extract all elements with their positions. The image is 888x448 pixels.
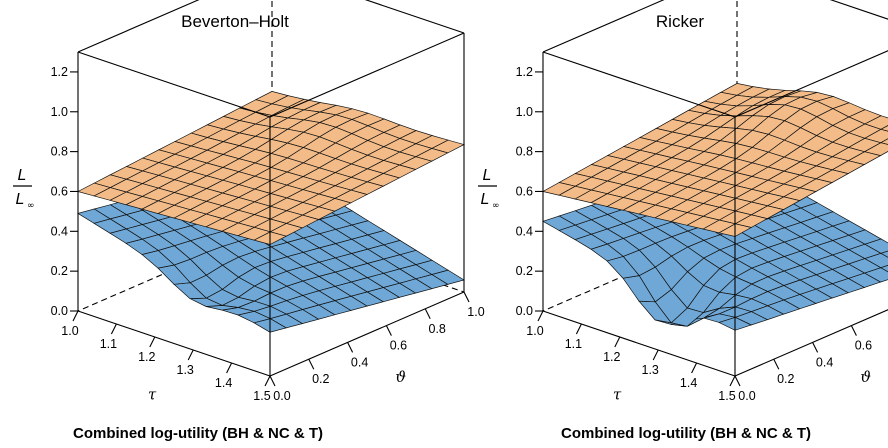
y-tick-label: 0.2	[312, 372, 329, 386]
y-tick-mark	[812, 342, 819, 353]
x-tick-label: 1.5	[718, 389, 735, 403]
x-tick-mark	[614, 336, 621, 348]
x-tick-label: 1.0	[61, 324, 78, 338]
box-front-edge	[77, 310, 271, 377]
y-axis-label: ϑ	[395, 368, 406, 386]
z-label-denominator: L	[481, 191, 490, 208]
x-tick-label: 1.1	[565, 337, 582, 351]
z-tick-label: 0.2	[516, 264, 533, 278]
box-front-edge	[542, 310, 736, 377]
y-tick-mark	[424, 308, 431, 320]
surface-plot: 0.0 0.2 0.4 0.6 0.8 1.0 1.2 1.0 1.1 1.2 1.3 1.4 1.5 τ…	[516, 0, 888, 404]
x-tick-label: 1.5	[253, 389, 270, 403]
box-top-edge	[542, 0, 665, 53]
z-label-subscript: ∞	[492, 201, 500, 211]
x-tick-label: 1.4	[215, 376, 232, 390]
y-tick-mark	[734, 375, 741, 387]
box-top-edge	[364, 0, 465, 34]
x-tick-mark	[729, 375, 736, 387]
x-tick-label: 1.0	[526, 324, 543, 338]
x-tick-mark	[575, 323, 582, 335]
box-top-edge	[542, 51, 736, 118]
z-tick-label: 0.2	[51, 264, 68, 278]
chart-title: Ricker	[656, 12, 705, 31]
y-tick-label: 0.0	[273, 389, 290, 403]
z-tick-label: 0.6	[51, 184, 68, 198]
z-tick-label: 1.0	[51, 105, 68, 119]
chart-caption: Combined log-utility (BH & NC & T)	[73, 425, 323, 442]
z-tick-label: 1.0	[516, 105, 533, 119]
x-axis-label: τ	[148, 386, 157, 404]
x-tick-label: 1.4	[680, 376, 697, 390]
y-tick-label: 0.4	[351, 355, 368, 369]
x-axis-label: τ	[613, 386, 622, 404]
z-tick-label: 0.6	[516, 184, 533, 198]
y-tick-mark	[850, 325, 857, 336]
x-tick-mark	[226, 362, 233, 374]
y-tick-label: 0.0	[738, 389, 755, 403]
x-tick-label: 1.2	[603, 350, 620, 364]
surface-lower-facet	[879, 264, 888, 273]
box-top-edge	[734, 50, 888, 118]
z-axis-label: L L ∞	[478, 167, 500, 211]
y-tick-label: 0.4	[816, 355, 833, 369]
y-tick-label: 1.0	[467, 305, 484, 319]
z-tick-label: 1.2	[51, 65, 68, 79]
y-tick-label: 0.6	[390, 339, 407, 353]
box-top-edge	[269, 32, 465, 118]
x-tick-mark	[652, 349, 659, 361]
surface-upper-facet	[542, 182, 577, 196]
box-top-edge	[77, 0, 200, 53]
x-tick-label: 1.1	[100, 337, 117, 351]
surface-plot: 0.0 0.2 0.4 0.6 0.8 1.0 1.2 1.0 1.1 1.2 1.3 1.4 1.5 τ…	[51, 0, 485, 404]
x-tick-mark	[264, 375, 271, 387]
x-tick-label: 1.2	[138, 350, 155, 364]
surface-lower-facet	[542, 215, 577, 231]
y-tick-mark	[463, 291, 470, 303]
z-tick-label: 0.8	[516, 145, 533, 159]
y-tick-mark	[385, 325, 392, 336]
surface-upper-facet	[879, 125, 888, 132]
box-top-edge	[77, 51, 271, 118]
y-tick-label: 0.2	[777, 372, 794, 386]
x-tick-mark	[691, 362, 698, 374]
x-tick-mark	[72, 310, 79, 322]
x-tick-label: 1.3	[642, 363, 659, 377]
z-tick-label: 0.0	[516, 304, 533, 318]
x-tick-mark	[149, 336, 156, 348]
z-tick-label: 0.4	[51, 224, 68, 238]
z-label-numerator: L	[18, 167, 27, 184]
x-tick-mark	[537, 310, 544, 322]
z-tick-label: 0.8	[51, 145, 68, 159]
z-axis-label: L L ∞	[13, 167, 35, 211]
x-tick-mark	[187, 349, 194, 361]
z-tick-label: 1.2	[516, 65, 533, 79]
x-tick-label: 1.3	[177, 363, 194, 377]
y-tick-mark	[347, 342, 354, 353]
y-tick-mark	[308, 358, 315, 370]
panel-ricker: Ricker Combined log-utility (BH & NC & T…	[478, 0, 888, 442]
surface-lower-facet	[879, 250, 888, 258]
y-tick-mark	[773, 358, 780, 370]
box-front-edge	[269, 291, 465, 377]
surface-lower-facet	[77, 208, 112, 224]
chart-caption: Combined log-utility (BH & NC & T)	[561, 425, 811, 442]
y-tick-label: 0.6	[855, 339, 872, 353]
y-tick-label: 0.8	[429, 322, 446, 336]
z-tick-label: 0.0	[51, 304, 68, 318]
z-label-denominator: L	[16, 191, 25, 208]
chart-title: Beverton–Holt	[181, 12, 289, 31]
z-tick-label: 0.4	[516, 224, 533, 238]
box-top-edge	[829, 0, 888, 20]
panel-beverton-holt: Beverton–Holt Combined log-utility (BH &…	[13, 0, 485, 442]
surface-upper-facet	[77, 182, 112, 197]
y-tick-mark	[269, 375, 276, 387]
z-label-subscript: ∞	[27, 201, 35, 211]
box-front-edge	[734, 309, 888, 377]
z-label-numerator: L	[483, 167, 492, 184]
y-axis-label: ϑ	[860, 368, 871, 386]
x-tick-mark	[110, 323, 117, 335]
